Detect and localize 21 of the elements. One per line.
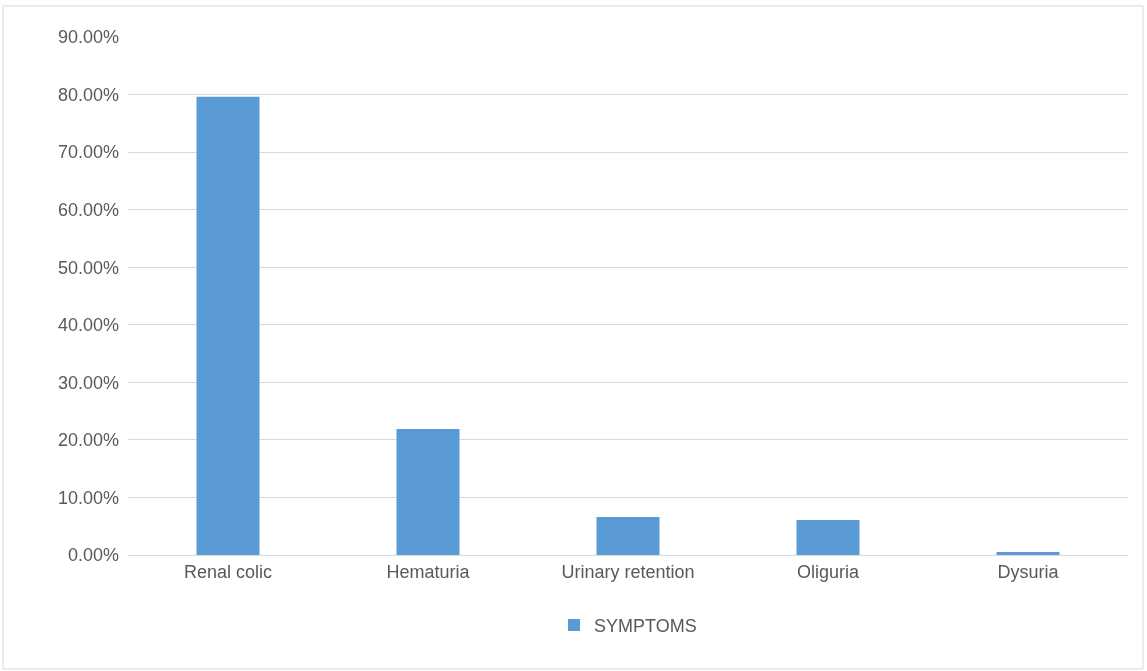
y-tick-label: 90.00%: [57, 27, 119, 48]
y-tick-label: 80.00%: [57, 84, 119, 105]
y-tick-label: 20.00%: [57, 430, 119, 451]
y-tick-label: 50.00%: [57, 257, 119, 278]
legend-label: SYMPTOMS: [594, 616, 697, 637]
bar: [196, 96, 260, 555]
x-tick-label: Renal colic: [183, 561, 273, 582]
bar: [796, 519, 860, 555]
bar: [596, 517, 660, 555]
y-tick-label: 0.00%: [67, 545, 119, 566]
y-tick-label: 10.00%: [57, 487, 119, 508]
y-tick-label: 70.00%: [57, 142, 119, 163]
y-tick-label: 40.00%: [57, 315, 119, 336]
y-tick-label: 30.00%: [57, 372, 119, 393]
x-tick-label: Dysuria: [997, 561, 1060, 582]
x-tick-label: Hematuria: [386, 561, 471, 582]
y-tick-label: 60.00%: [57, 199, 119, 220]
bar: [996, 552, 1060, 555]
bar: [396, 428, 460, 555]
x-tick-label: Urinary retention: [561, 561, 695, 582]
x-tick-label: Oliguria: [796, 561, 860, 582]
